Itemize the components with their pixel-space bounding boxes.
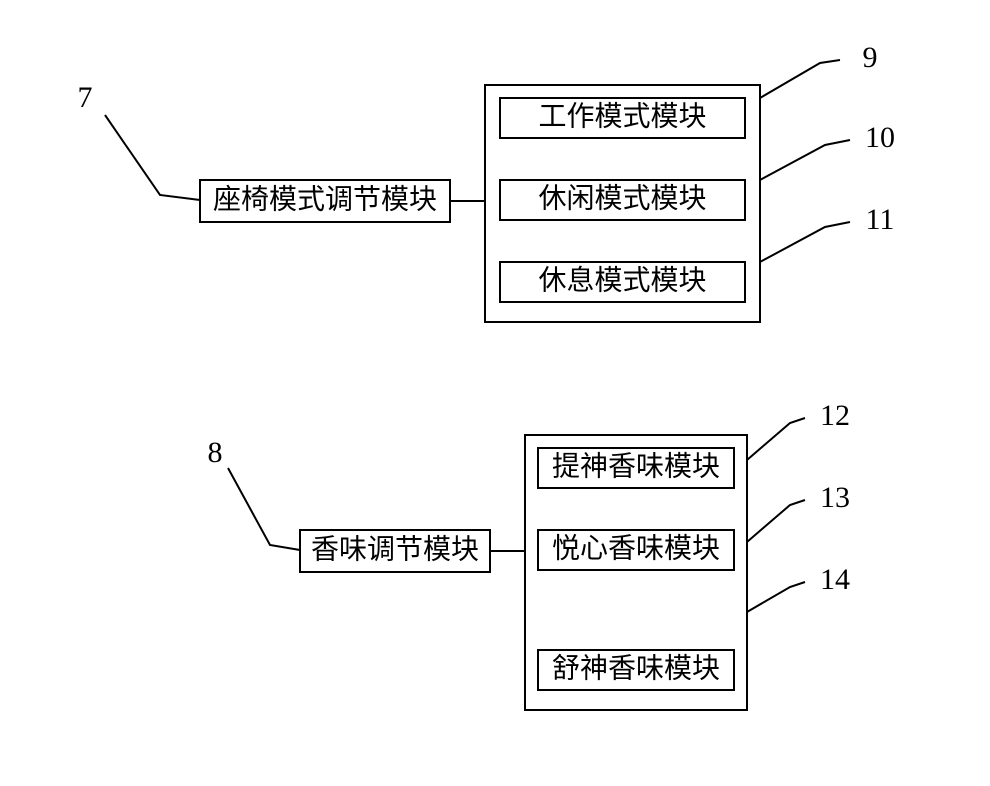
group-bottom-sub-2-leader xyxy=(747,582,805,612)
group-top-sub-0-label: 工作模式模块 xyxy=(538,100,706,132)
group-top-sub-0-number: 9 xyxy=(863,41,878,74)
group-top-sub-1-label: 休闲模式模块 xyxy=(538,182,706,214)
group-bottom-sub-2-label: 舒神香味模块 xyxy=(552,652,720,684)
group-top-sub-1-number: 10 xyxy=(865,121,895,154)
group-top-sub-2-label: 休息模式模块 xyxy=(538,264,706,296)
group-bottom-left-number: 8 xyxy=(208,436,223,469)
group-top-sub-2-leader xyxy=(760,222,850,262)
group-top-left-box-label: 座椅模式调节模块 xyxy=(213,183,437,215)
group-bottom-sub-1-leader xyxy=(747,500,805,542)
group-top-left-leader xyxy=(105,115,200,200)
group-bottom-sub-1-number: 13 xyxy=(820,481,850,514)
group-top-sub-0-leader xyxy=(760,60,840,98)
group-bottom-sub-1-label: 悦心香味模块 xyxy=(552,532,720,564)
group-top-sub-2-number: 11 xyxy=(866,203,895,236)
group-bottom-left-leader xyxy=(228,468,300,550)
group-bottom-left-box-label: 香味调节模块 xyxy=(311,533,479,565)
group-top-left-number: 7 xyxy=(78,81,93,114)
group-bottom-sub-2-number: 14 xyxy=(820,563,850,596)
group-bottom-sub-0-label: 提神香味模块 xyxy=(552,450,720,482)
group-top-sub-1-leader xyxy=(760,140,850,180)
group-bottom-sub-0-leader xyxy=(747,418,805,460)
group-bottom-sub-0-number: 12 xyxy=(820,399,850,432)
